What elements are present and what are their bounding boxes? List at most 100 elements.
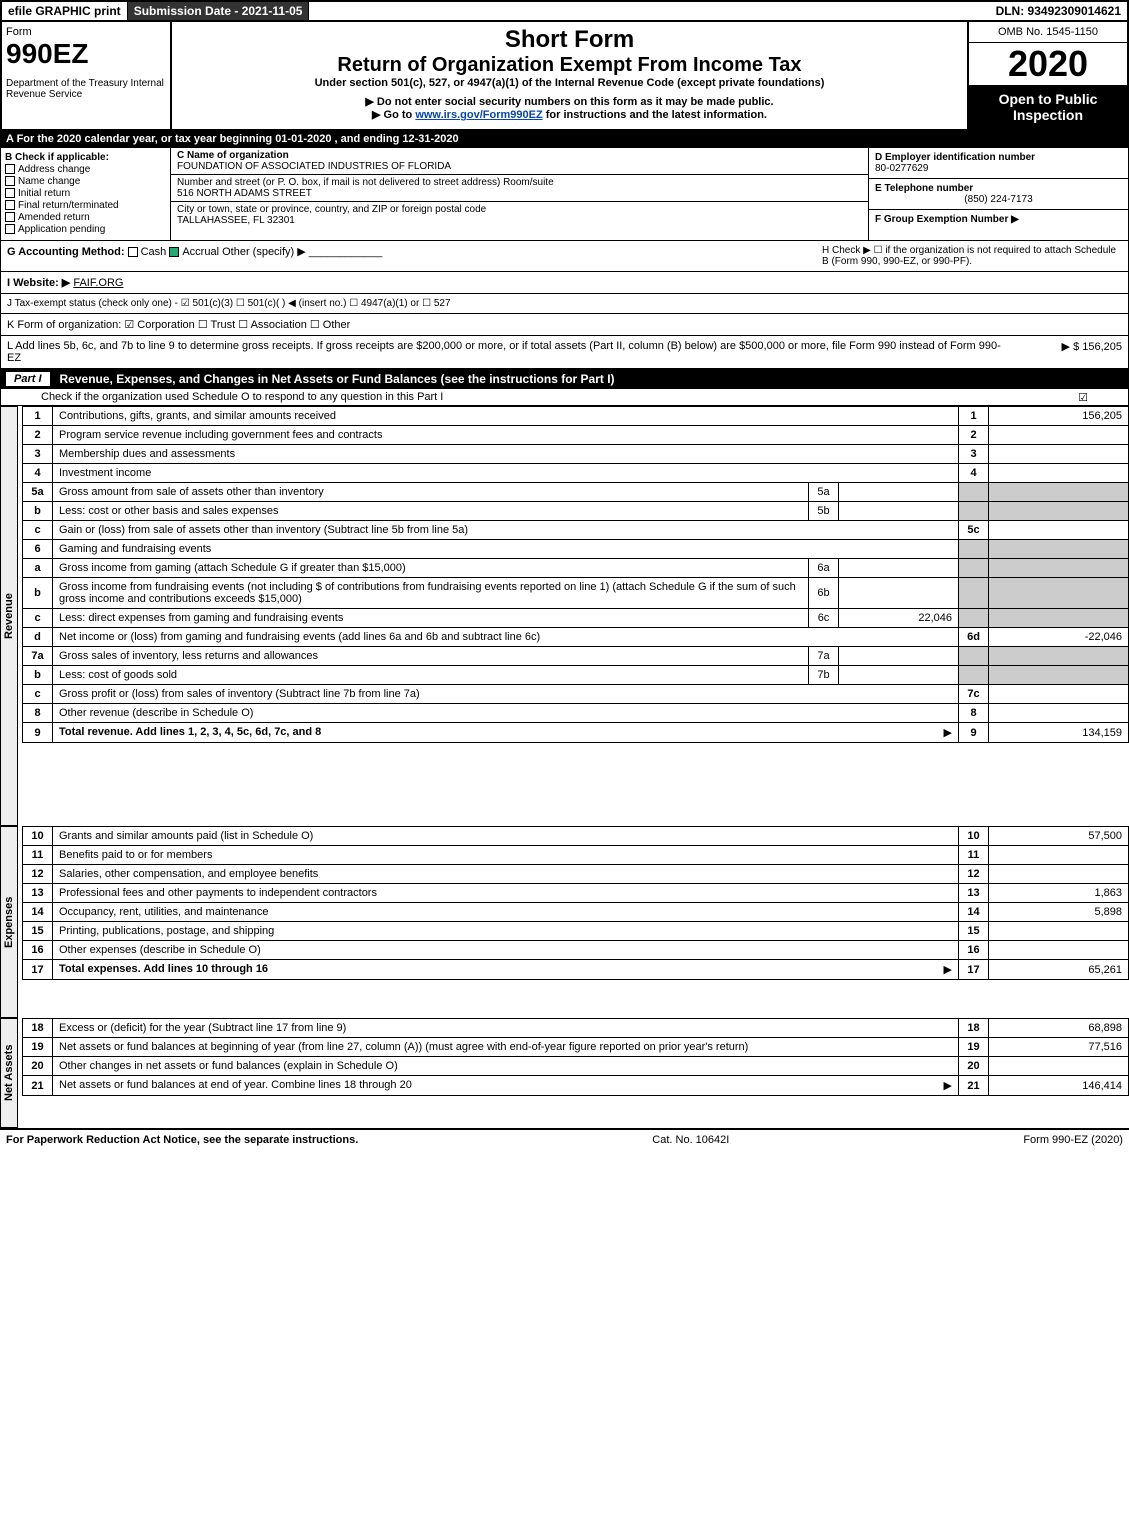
- department-label: Department of the Treasury Internal Reve…: [6, 78, 166, 100]
- header-left: Form 990EZ Department of the Treasury In…: [2, 22, 172, 129]
- c-city-row: City or town, state or province, country…: [171, 202, 868, 228]
- v-shade: [989, 666, 1129, 685]
- col-c: C Name of organization FOUNDATION OF ASS…: [171, 148, 868, 240]
- under-section: Under section 501(c), 527, or 4947(a)(1)…: [180, 77, 959, 89]
- table-row: 17Total expenses. Add lines 10 through 1…: [23, 960, 1129, 980]
- r-num: 9: [959, 723, 989, 743]
- line-num: 17: [23, 960, 53, 980]
- row-l: L Add lines 5b, 6c, and 7b to line 9 to …: [0, 336, 1129, 369]
- table-row: cGain or (loss) from sale of assets othe…: [23, 521, 1129, 540]
- netassets-table: 18Excess or (deficit) for the year (Subt…: [22, 1018, 1129, 1096]
- r-num: 19: [959, 1038, 989, 1057]
- line-val: 65,261: [989, 960, 1129, 980]
- line-desc: Grants and similar amounts paid (list in…: [53, 827, 959, 846]
- v-shade: [989, 647, 1129, 666]
- sub-val: [839, 578, 959, 609]
- line-desc: Printing, publications, postage, and shi…: [53, 922, 959, 941]
- table-row: 2Program service revenue including gover…: [23, 426, 1129, 445]
- line-desc: Gross income from gaming (attach Schedul…: [53, 559, 809, 578]
- col-b: B Check if applicable: Address change Na…: [1, 148, 171, 240]
- table-row: 5aGross amount from sale of assets other…: [23, 483, 1129, 502]
- line-val: [989, 865, 1129, 884]
- line-desc: Contributions, gifts, grants, and simila…: [53, 407, 959, 426]
- r-num: 14: [959, 903, 989, 922]
- v-shade: [989, 502, 1129, 521]
- r-num: 1: [959, 407, 989, 426]
- line-num: 9: [23, 723, 53, 743]
- line-desc: Other revenue (describe in Schedule O): [53, 704, 959, 723]
- chk-initial: Initial return: [5, 188, 166, 199]
- line-num: 2: [23, 426, 53, 445]
- table-row: 15Printing, publications, postage, and s…: [23, 922, 1129, 941]
- i-label: I Website: ▶: [7, 277, 70, 289]
- chk-final: Final return/terminated: [5, 200, 166, 211]
- chk-name: Name change: [5, 176, 166, 187]
- line-val: 57,500: [989, 827, 1129, 846]
- r-num: 15: [959, 922, 989, 941]
- row-k: K Form of organization: ☑ Corporation ☐ …: [0, 314, 1129, 336]
- line-num: 15: [23, 922, 53, 941]
- table-row: 8Other revenue (describe in Schedule O)8: [23, 704, 1129, 723]
- org-addr: 516 NORTH ADAMS STREET: [177, 188, 312, 199]
- r-num: 16: [959, 941, 989, 960]
- line-desc: Salaries, other compensation, and employ…: [53, 865, 959, 884]
- line-val: 68,898: [989, 1019, 1129, 1038]
- chk-amended: Amended return: [5, 212, 166, 223]
- table-row: 1Contributions, gifts, grants, and simil…: [23, 407, 1129, 426]
- irs-link[interactable]: www.irs.gov/Form990EZ: [415, 109, 542, 121]
- line-num: 11: [23, 846, 53, 865]
- line-val: [989, 704, 1129, 723]
- r-num: 20: [959, 1057, 989, 1076]
- line-val: 156,205: [989, 407, 1129, 426]
- side-expenses: Expenses: [0, 826, 22, 1018]
- r-num: 17: [959, 960, 989, 980]
- line-val: 134,159: [989, 723, 1129, 743]
- line-desc: Net income or (loss) from gaming and fun…: [53, 628, 959, 647]
- section-bcdef: B Check if applicable: Address change Na…: [0, 147, 1129, 241]
- sub-num: 7a: [809, 647, 839, 666]
- line-num: 12: [23, 865, 53, 884]
- chk-pending: Application pending: [5, 224, 166, 235]
- chk-cash[interactable]: [128, 247, 138, 257]
- r-shade: [959, 578, 989, 609]
- r-num: 18: [959, 1019, 989, 1038]
- chk-accrual[interactable]: [169, 247, 179, 257]
- table-row: 16Other expenses (describe in Schedule O…: [23, 941, 1129, 960]
- line-val: [989, 846, 1129, 865]
- row-g: G Accounting Method: Cash Accrual Other …: [0, 241, 1129, 272]
- sub-val: [839, 483, 959, 502]
- footer-right: Form 990-EZ (2020): [1023, 1134, 1123, 1146]
- line-num: 20: [23, 1057, 53, 1076]
- table-row: bGross income from fundraising events (n…: [23, 578, 1129, 609]
- v-shade: [989, 578, 1129, 609]
- line-desc: Net assets or fund balances at end of ye…: [53, 1076, 959, 1096]
- ssn-note: ▶ Do not enter social security numbers o…: [180, 95, 959, 108]
- part1-title: Revenue, Expenses, and Changes in Net As…: [60, 372, 615, 386]
- efile-label[interactable]: efile GRAPHIC print: [2, 2, 128, 20]
- sub-num: 5a: [809, 483, 839, 502]
- header-right: OMB No. 1545-1150 2020 Open to Public In…: [967, 22, 1127, 129]
- submission-date: Submission Date - 2021-11-05: [128, 2, 310, 20]
- footer: For Paperwork Reduction Act Notice, see …: [0, 1128, 1129, 1150]
- grp-lbl: F Group Exemption Number ▶: [875, 214, 1019, 225]
- part1-header: Part I Revenue, Expenses, and Changes in…: [0, 369, 1129, 389]
- table-row: cLess: direct expenses from gaming and f…: [23, 609, 1129, 628]
- tel-lbl: E Telephone number: [875, 183, 973, 194]
- v-shade: [989, 540, 1129, 559]
- c-city-lbl: City or town, state or province, country…: [177, 204, 486, 215]
- topbar: efile GRAPHIC print Submission Date - 20…: [0, 0, 1129, 22]
- line-num: 13: [23, 884, 53, 903]
- part1-sub: Check if the organization used Schedule …: [0, 389, 1129, 406]
- line-num: b: [23, 666, 53, 685]
- l-amt: ▶ $ 156,205: [1002, 340, 1122, 364]
- table-row: 21Net assets or fund balances at end of …: [23, 1076, 1129, 1096]
- ein-lbl: D Employer identification number: [875, 152, 1035, 163]
- table-row: 11Benefits paid to or for members11: [23, 846, 1129, 865]
- col-d: D Employer identification number 80-0277…: [868, 148, 1128, 240]
- table-row: bLess: cost of goods sold7b: [23, 666, 1129, 685]
- line-num: 3: [23, 445, 53, 464]
- c-name-lbl: C Name of organization: [177, 150, 289, 161]
- line-num: 5a: [23, 483, 53, 502]
- dln-label: DLN: 93492309014621: [990, 2, 1127, 20]
- line-val: 146,414: [989, 1076, 1129, 1096]
